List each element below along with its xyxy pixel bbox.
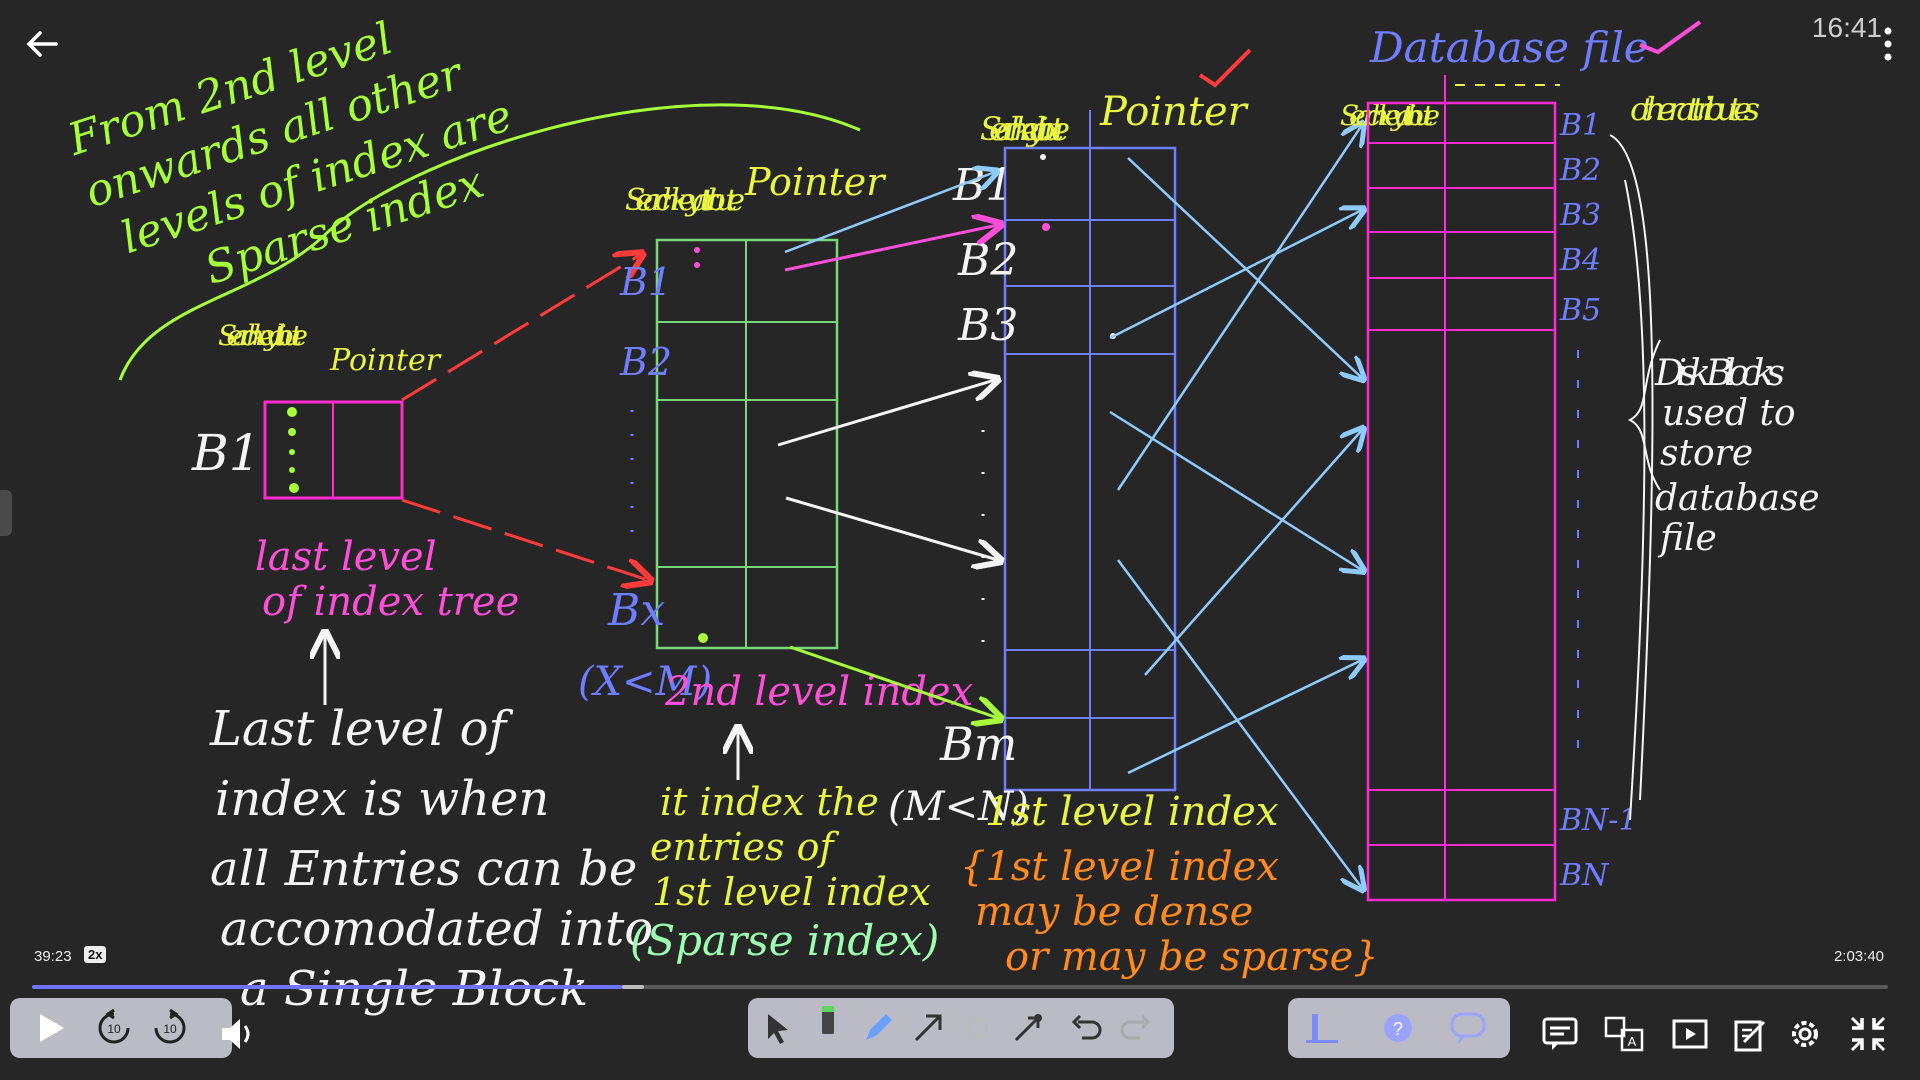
box1-block-label: B1 bbox=[191, 424, 261, 482]
disk-note-line: store bbox=[1660, 433, 1753, 474]
top-note: From 2nd level onwards all other levels … bbox=[61, 13, 518, 295]
picture-in-picture-icon[interactable] bbox=[1670, 1014, 1710, 1054]
box3-b3: B3 bbox=[957, 300, 1018, 351]
bottom-note-line: Last level of bbox=[209, 701, 513, 757]
disk-note-line: file bbox=[1657, 518, 1717, 559]
box3-note-line: {1st level index bbox=[960, 844, 1279, 890]
forward-10-icon[interactable]: 10 bbox=[150, 1008, 190, 1048]
db-block-label: B2 bbox=[1559, 153, 1601, 188]
settings-icon[interactable] bbox=[1785, 1014, 1825, 1054]
notes-icon[interactable] bbox=[1730, 1014, 1770, 1054]
redo-icon[interactable] bbox=[1116, 1008, 1156, 1048]
box2-header-key: Search key attribute bbox=[625, 183, 745, 218]
back-arrow-icon[interactable] bbox=[22, 24, 62, 64]
disk-note-line: database bbox=[1655, 478, 1820, 519]
last-level-index-box: Search key attribute Pointer B1 bbox=[191, 319, 442, 500]
disk-note-line: used to bbox=[1662, 393, 1796, 434]
eraser-icon[interactable] bbox=[958, 1008, 998, 1048]
svg-text:?: ? bbox=[1393, 1019, 1403, 1039]
db-header-key: Search key attribute bbox=[1340, 99, 1440, 132]
laser-icon[interactable] bbox=[1008, 1008, 1048, 1048]
box2-note-sparse: (Sparse index) bbox=[630, 916, 939, 965]
translate-icon[interactable]: A bbox=[1604, 1014, 1644, 1054]
disk-note: Disk Blocks used to store database file bbox=[1654, 353, 1820, 559]
seek-progress bbox=[32, 985, 623, 989]
box1-header-key: Search key attribute bbox=[218, 319, 308, 352]
box2-b2: B2 bbox=[619, 340, 672, 384]
db-title: Database file bbox=[1369, 23, 1649, 72]
db-block-label: B3 bbox=[1559, 198, 1601, 233]
box2-caption-cond: (X<M) bbox=[578, 659, 712, 705]
box2-note-line: entries of bbox=[650, 825, 839, 869]
db-block-label: B1 bbox=[1559, 108, 1601, 143]
box3-caption-cond: (M<N) bbox=[888, 784, 1029, 830]
box1-header-pointer: Pointer bbox=[329, 343, 442, 378]
box2-bx: Bx bbox=[607, 585, 665, 636]
box3-caption: 1st level index bbox=[985, 789, 1278, 835]
box3-note-line: or may be sparse} bbox=[1005, 934, 1379, 980]
second-level-index-box: Search key attribute Pointer B1 B2 Bx bbox=[607, 160, 887, 650]
box2-caption: 2nd level index bbox=[664, 669, 973, 715]
box3-bm: Bm bbox=[939, 717, 1017, 771]
box1-caption-line: last level bbox=[255, 534, 436, 580]
undo-icon[interactable] bbox=[1066, 1008, 1106, 1048]
db-block-label: B5 bbox=[1559, 293, 1601, 328]
pointer-icon[interactable] bbox=[758, 1008, 798, 1048]
playback-speed-badge[interactable]: 2x bbox=[84, 946, 107, 963]
arrow-icon[interactable] bbox=[908, 1008, 948, 1048]
box3-note: {1st level index may be dense or may be … bbox=[960, 844, 1379, 980]
box3-b2: B2 bbox=[957, 235, 1018, 286]
box2-note-line: 1st level index bbox=[652, 870, 931, 914]
annotation-toolbar bbox=[748, 998, 1174, 1058]
bottom-note-line: all Entries can be bbox=[210, 841, 637, 897]
forward-label: 10 bbox=[163, 1022, 177, 1036]
box2-note-line: it index the bbox=[660, 780, 879, 824]
disk-note-line: Disk Blocks bbox=[1654, 353, 1785, 394]
bottom-note-line: a Single Block bbox=[240, 961, 588, 1017]
box1-caption: last level of index tree bbox=[255, 534, 519, 625]
bottom-note: Last level of index is when all Entries … bbox=[209, 701, 653, 1017]
pen-icon[interactable] bbox=[858, 1008, 898, 1048]
db-block-label: B4 bbox=[1559, 243, 1601, 278]
box3-note-line: may be dense bbox=[975, 889, 1253, 935]
box1-caption-line: of index tree bbox=[262, 579, 519, 625]
database-file: Database file Search key attribute other… bbox=[1340, 20, 1760, 902]
svg-text:A: A bbox=[1628, 1034, 1637, 1049]
more-options-icon[interactable] bbox=[1884, 26, 1892, 62]
play-icon[interactable] bbox=[30, 1008, 70, 1048]
clock-text: 16:41 bbox=[1811, 12, 1882, 43]
volume-icon[interactable] bbox=[218, 1014, 258, 1054]
chat-bubble-icon[interactable] bbox=[1448, 1008, 1488, 1048]
bottom-note-line: index is when bbox=[215, 771, 549, 827]
current-time: 39:23 bbox=[34, 948, 72, 965]
seek-bar[interactable] bbox=[32, 985, 1888, 989]
db-block-label: BN-1 bbox=[1559, 803, 1638, 838]
box2-b1: B1 bbox=[619, 260, 672, 304]
db-block-label: BN bbox=[1559, 858, 1610, 893]
bottom-note-line: accomodated into bbox=[220, 901, 653, 957]
highlighter-icon[interactable] bbox=[808, 1002, 848, 1042]
interaction-toolbar: ? bbox=[1288, 998, 1510, 1058]
green-brace-curve bbox=[118, 103, 861, 381]
db-header-other: other attributes bbox=[1630, 90, 1760, 128]
box3-header-pointer: Pointer bbox=[1099, 89, 1250, 135]
box3-header-key: Search key attribute bbox=[980, 110, 1070, 148]
question-icon[interactable]: ? bbox=[1378, 1008, 1418, 1048]
side-drawer-handle[interactable] bbox=[0, 490, 12, 536]
seek-buffer bbox=[622, 985, 645, 989]
comments-icon[interactable] bbox=[1540, 1014, 1580, 1054]
box2-header-pointer: Pointer bbox=[744, 160, 887, 204]
total-duration: 2:03:40 bbox=[1833, 948, 1884, 965]
box2-note: it index the entries of 1st level index bbox=[650, 780, 931, 914]
rewind-label: 10 bbox=[107, 1022, 121, 1036]
first-level-index-box: Search key attribute Pointer B1 B2 B3 Bm bbox=[939, 48, 1252, 792]
playback-controls: 10 10 bbox=[10, 998, 232, 1058]
rewind-10-icon[interactable]: 10 bbox=[94, 1008, 134, 1048]
poll-icon[interactable] bbox=[1302, 1008, 1342, 1048]
exit-fullscreen-icon[interactable] bbox=[1848, 1014, 1888, 1054]
